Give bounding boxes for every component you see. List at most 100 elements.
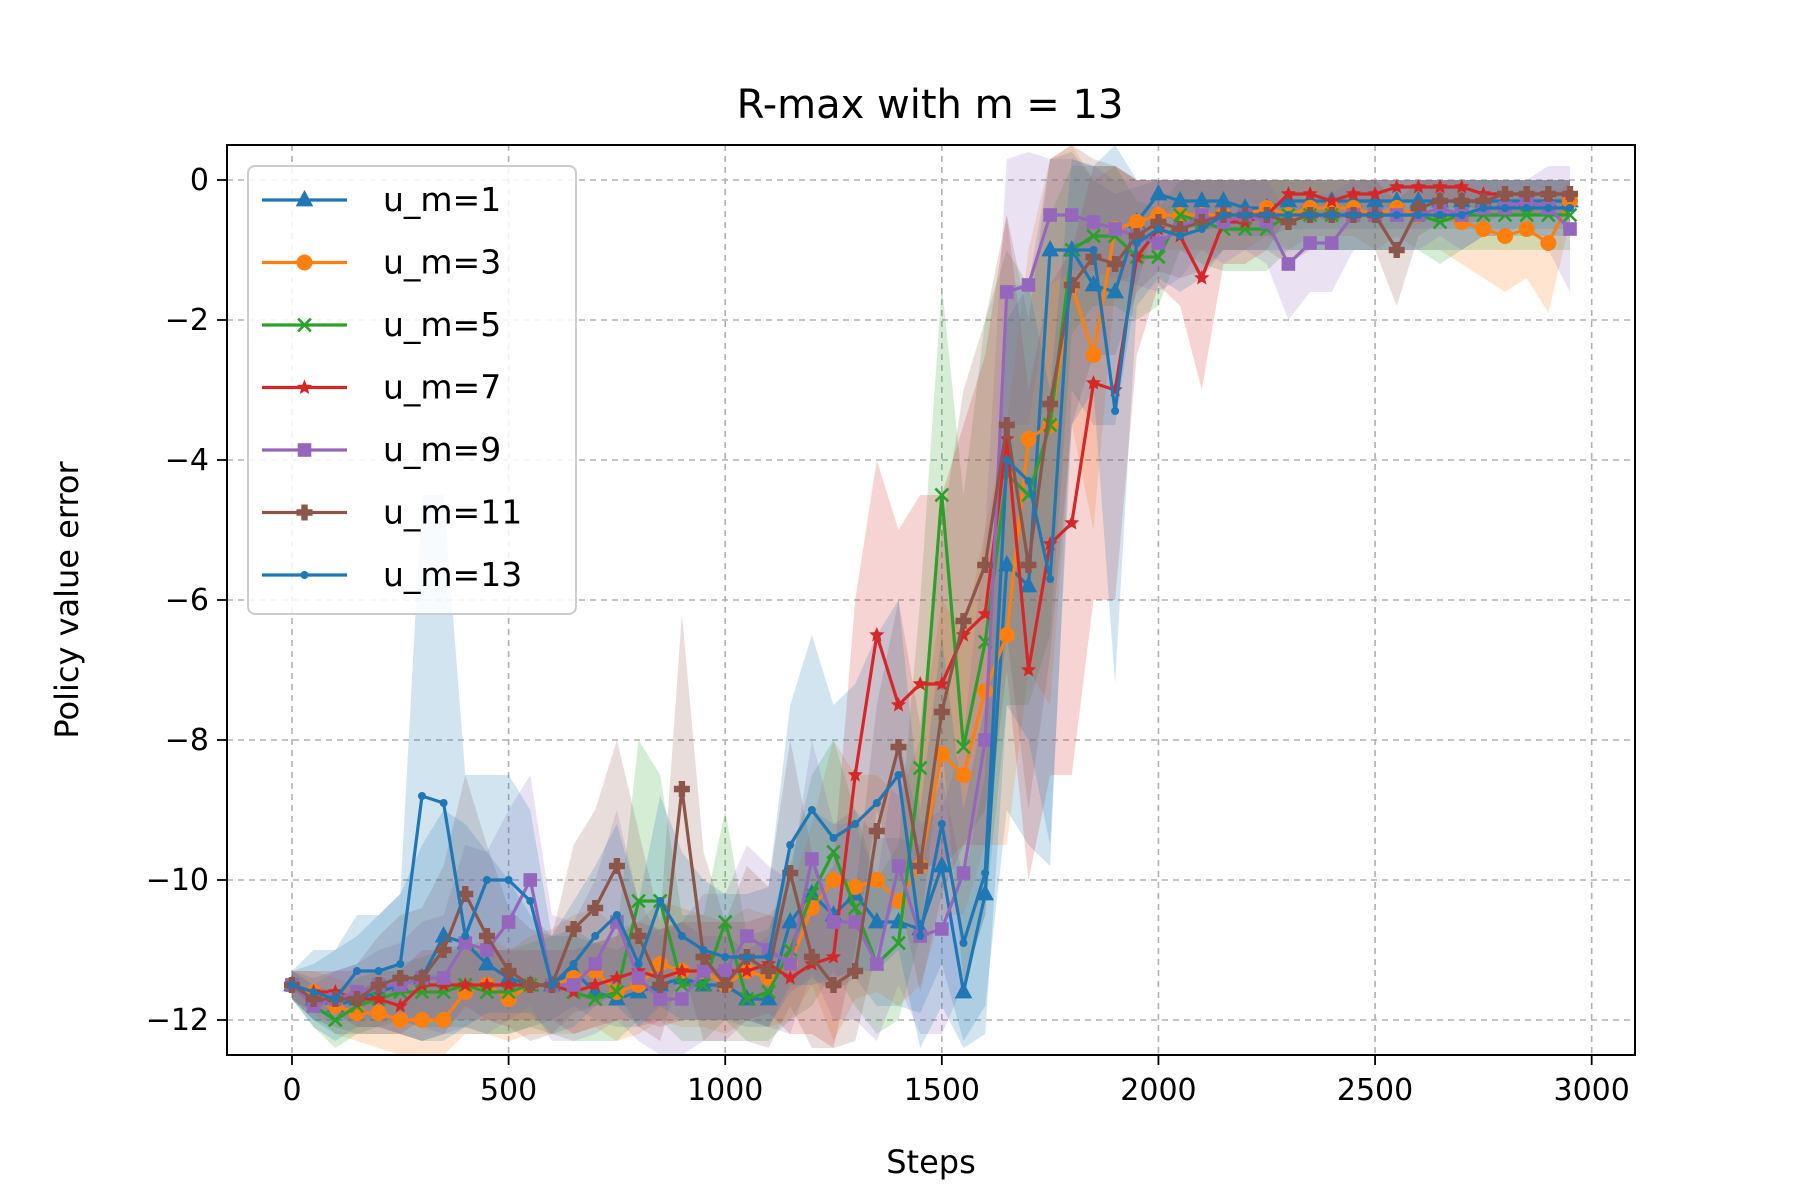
data-point [500, 963, 517, 979]
data-point [807, 806, 816, 814]
data-point [1085, 347, 1102, 363]
data-point [1324, 236, 1339, 250]
data-point [1540, 186, 1557, 202]
data-point [348, 991, 365, 1007]
data-point [739, 991, 755, 1007]
data-point [612, 911, 621, 919]
data-point [478, 928, 495, 944]
data-point [1327, 211, 1336, 219]
legend-marker [295, 190, 314, 207]
legend-marker [296, 379, 313, 394]
data-point [869, 627, 885, 642]
data-point [674, 977, 690, 993]
legend-item-2: u_m=3 [262, 243, 501, 282]
data-point [976, 884, 994, 901]
data-point [847, 879, 864, 895]
data-point [1280, 214, 1297, 230]
data-point [717, 914, 733, 930]
data-point [1349, 211, 1358, 219]
data-point [526, 897, 535, 905]
data-point [675, 992, 689, 1006]
data-point [1497, 186, 1514, 202]
series-lines [283, 179, 1579, 1028]
y-tick-label: −6 [165, 583, 209, 618]
data-point [413, 1012, 430, 1028]
data-point [1000, 285, 1014, 299]
data-point [480, 943, 494, 957]
data-point [803, 949, 820, 965]
legend-item-4: u_m=7 [262, 368, 501, 407]
y-axis-label: Policy value error [48, 461, 86, 739]
data-point [1150, 214, 1167, 230]
data-point [1176, 232, 1185, 240]
data-point [1501, 204, 1510, 212]
legend-label: u_m=11 [383, 493, 522, 532]
legend-label: u_m=7 [383, 368, 501, 407]
legend-item-3: u_m=5 [262, 305, 501, 344]
data-point [825, 872, 842, 888]
plot-area: 0 500 1000 1500 2000 2500 3000 0 −2 −4 −6 −8 −10 −12 [146, 144, 1636, 1108]
data-point [916, 932, 925, 940]
data-point [1497, 228, 1514, 244]
data-point [981, 869, 990, 877]
data-point [609, 984, 625, 1000]
data-point [848, 915, 862, 929]
data-point [547, 981, 556, 989]
data-point [1432, 214, 1448, 230]
data-point [851, 820, 860, 828]
data-point [1409, 191, 1428, 208]
data-point [783, 957, 797, 971]
data-point [392, 998, 408, 1013]
data-point [891, 859, 906, 873]
data-point [1086, 228, 1101, 244]
data-point [1197, 225, 1206, 233]
data-point [782, 865, 799, 881]
data-point [1410, 179, 1426, 194]
legend-frame [247, 165, 577, 615]
data-point [805, 852, 819, 866]
data-point [1475, 221, 1492, 237]
data-point [1432, 179, 1448, 194]
data-point [1475, 193, 1492, 209]
data-point [608, 858, 625, 874]
data-point [501, 984, 516, 1000]
confidence-band-4 [292, 166, 1570, 1048]
data-point [392, 970, 409, 986]
data-point [1020, 662, 1037, 677]
data-point [587, 977, 603, 992]
data-point [699, 946, 708, 954]
data-point [1284, 211, 1293, 219]
data-point [1540, 235, 1557, 251]
data-point [804, 886, 820, 902]
data-point [870, 957, 884, 971]
data-point [565, 921, 582, 937]
data-point [959, 939, 968, 947]
chart-title: R-max with m = 13 [737, 82, 1124, 128]
data-point [1214, 191, 1233, 208]
confidence-band-6 [292, 145, 1570, 1048]
data-point [937, 820, 946, 828]
data-point [847, 767, 863, 782]
data-point [1086, 215, 1101, 229]
confidence-band-5 [292, 152, 1570, 1055]
legend-marker [297, 443, 312, 457]
legend: u_m=1 u_m=3 u_m=5 u_m=7 u_m=9 u_m=11 u_m=13 [247, 165, 577, 615]
data-point [894, 771, 903, 779]
data-point [935, 922, 949, 936]
data-point [458, 936, 473, 950]
data-point [977, 606, 993, 621]
data-point [912, 858, 929, 874]
data-point [956, 866, 971, 880]
data-point [587, 991, 603, 1007]
data-point [868, 872, 885, 888]
data-point [501, 977, 517, 992]
data-point [1306, 211, 1315, 219]
data-point [631, 971, 646, 985]
data-point [396, 960, 405, 968]
data-point [1132, 239, 1141, 247]
data-point [478, 954, 496, 971]
data-point [739, 963, 755, 978]
data-point [934, 676, 950, 691]
data-point [1388, 242, 1405, 258]
data-point [591, 932, 600, 940]
